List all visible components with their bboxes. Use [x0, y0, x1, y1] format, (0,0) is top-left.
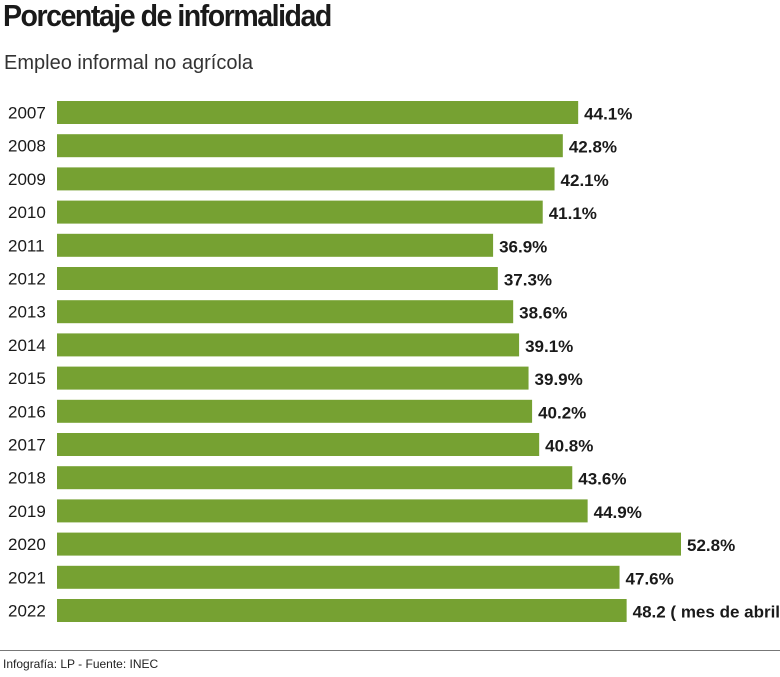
data-label: 38.6%: [519, 304, 567, 323]
bar: [57, 300, 514, 324]
bar: [57, 565, 620, 589]
category-label: 2016: [8, 402, 46, 421]
data-label: 44.9%: [594, 503, 642, 522]
bar: [57, 366, 529, 390]
bar: [57, 101, 579, 124]
bar: [57, 233, 494, 257]
data-label: 42.1%: [561, 171, 609, 190]
data-label: 42.8%: [569, 138, 617, 157]
bar: [57, 532, 681, 556]
category-label: 2013: [8, 303, 46, 322]
bar: [57, 466, 573, 490]
chart-subtitle: Empleo informal no agrícola: [4, 52, 254, 74]
data-label: 44.1%: [584, 105, 632, 124]
bar-chart: 2007 44.1% 2008 42.8% 2009 42.1% 2010 41.1% 2011…: [8, 101, 780, 622]
data-label: 37.3%: [504, 271, 552, 290]
data-label: 36.9%: [499, 237, 547, 256]
category-label: 2007: [8, 104, 46, 123]
data-label: 39.9%: [535, 370, 583, 389]
category-label: 2022: [8, 602, 46, 621]
bar: [57, 333, 520, 357]
bar: [57, 267, 498, 290]
data-label: 40.2%: [538, 403, 586, 422]
data-label: 40.8%: [545, 437, 593, 456]
category-label: 2009: [8, 170, 46, 189]
data-label: 52.8%: [687, 536, 735, 555]
data-label: 43.6%: [578, 470, 626, 489]
bar: [57, 399, 533, 423]
category-label: 2020: [8, 535, 46, 554]
footer-divider: [0, 650, 780, 651]
category-label: 2012: [8, 270, 46, 289]
bar: [57, 134, 563, 158]
category-label: 2017: [8, 436, 46, 455]
bar: [57, 200, 543, 224]
category-label: 2018: [8, 469, 46, 488]
bar: [57, 499, 588, 523]
chart-title: Porcentaje de informalidad: [3, 0, 332, 33]
data-label: 39.1%: [525, 337, 573, 356]
data-label: 41.1%: [549, 204, 597, 223]
bar: [57, 167, 555, 191]
category-label: 2019: [8, 502, 46, 521]
footer-credit: Infografía: LP - Fuente: INEC: [3, 657, 159, 671]
category-label: 2015: [8, 369, 46, 388]
category-label: 2008: [8, 137, 46, 156]
bar: [57, 433, 540, 456]
category-label: 2011: [8, 236, 45, 255]
data-label: 47.6%: [626, 569, 674, 588]
category-label: 2010: [8, 203, 46, 222]
category-label: 2021: [8, 568, 46, 587]
bar: [57, 599, 627, 622]
category-label: 2014: [8, 336, 46, 355]
data-label: 48.2 ( mes de abril ): [633, 603, 780, 622]
